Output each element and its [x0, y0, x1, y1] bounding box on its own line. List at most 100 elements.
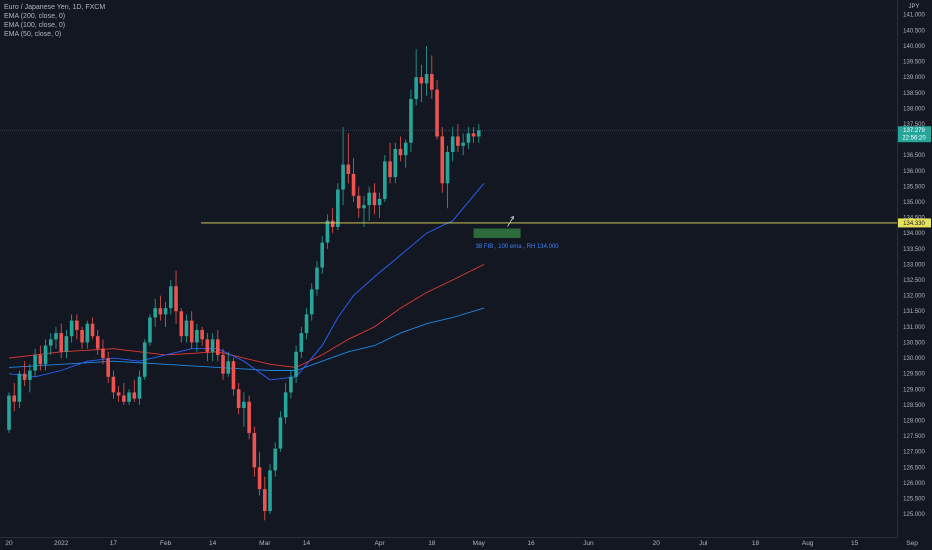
ema-50-line	[8, 183, 485, 381]
price-tick-label: 126.000	[903, 481, 925, 487]
symbol-title[interactable]: Euro / Japanese Yen, 1D, FXCM	[4, 4, 106, 11]
candle	[403, 139, 408, 168]
candle-body	[153, 308, 157, 318]
price-tick-label: 139.500	[903, 60, 925, 66]
price-tag-countdown: 22:56:20	[902, 136, 926, 142]
candle	[12, 383, 17, 412]
candle-body	[456, 136, 460, 146]
candle	[435, 80, 439, 140]
candle-body	[210, 339, 215, 352]
price-tick-label: 138.000	[903, 106, 925, 112]
candle-body	[195, 329, 199, 343]
candle-body	[304, 314, 309, 334]
candle	[28, 364, 32, 393]
time-tick-label: May	[473, 540, 486, 547]
candle-body	[80, 329, 84, 343]
price-tick-label: 141.000	[903, 13, 925, 19]
price-tick-label: 128.500	[903, 403, 925, 409]
candle	[356, 186, 361, 218]
candle-body	[38, 354, 43, 365]
candle-body	[351, 173, 356, 196]
price-tick-label: 136.500	[903, 153, 925, 159]
candle	[477, 123, 481, 143]
candle-body	[262, 489, 267, 511]
projection-arrowhead	[510, 215, 515, 220]
candle	[252, 426, 257, 477]
candle	[320, 236, 324, 274]
candle	[262, 476, 267, 521]
price-tick-label: 126.500	[903, 465, 925, 471]
candle-body	[158, 308, 163, 315]
ema-200-legend[interactable]: EMA (200, close, 0)	[4, 13, 66, 20]
candle	[163, 301, 168, 327]
candle	[299, 326, 304, 359]
candle	[367, 186, 371, 221]
projection-arrow	[507, 216, 514, 227]
candle-body	[367, 192, 371, 206]
candle	[393, 142, 398, 184]
ema-100-legend[interactable]: EMA (100, close, 0)	[4, 22, 66, 29]
candle-body	[236, 389, 241, 408]
candle	[148, 314, 152, 346]
candle	[247, 395, 251, 440]
candle	[424, 45, 429, 96]
candle	[195, 323, 199, 352]
candle	[210, 333, 215, 362]
candle-body	[268, 470, 272, 511]
candle	[64, 329, 69, 359]
candle-body	[336, 189, 340, 227]
candle-body	[403, 142, 408, 156]
candle-body	[116, 392, 121, 396]
candle-body	[174, 286, 178, 312]
candle	[471, 127, 476, 143]
time-tick-label: 14	[303, 540, 311, 547]
candle	[414, 49, 418, 106]
candle-body	[278, 417, 283, 449]
zone-annotation: 38 FIB , 100 ema , RH 134.000	[476, 244, 560, 250]
price-tick-label: 129.500	[903, 372, 925, 378]
price-tag-bg	[898, 126, 931, 143]
candle-body	[273, 448, 278, 471]
time-tick-label: Feb	[160, 540, 172, 547]
candle-body	[205, 339, 210, 352]
level-tag-text: 134.330	[903, 221, 925, 227]
candle	[236, 383, 241, 415]
candle-body	[148, 317, 152, 343]
price-tick-label: 125.500	[903, 497, 925, 503]
price-tick-label: 136.000	[903, 169, 925, 175]
time-tick-label: 2022	[54, 540, 69, 547]
candle-body	[22, 373, 27, 380]
candle	[48, 333, 53, 355]
candle-body	[48, 339, 53, 346]
candle	[221, 348, 225, 380]
ema-50-legend[interactable]: EMA (50, close, 0)	[4, 31, 62, 38]
candle	[372, 183, 377, 215]
candle	[273, 442, 278, 477]
candle-body	[69, 320, 74, 337]
candle-body	[461, 142, 465, 146]
candle-body	[101, 348, 105, 359]
candle-body	[299, 333, 304, 352]
candle-body	[189, 320, 194, 343]
candle-body	[419, 77, 424, 84]
candle-body	[33, 354, 37, 371]
candle-body	[59, 333, 63, 352]
candle	[132, 379, 137, 402]
candle	[304, 308, 309, 340]
candle-body	[377, 198, 382, 206]
price-tick-label: 133.500	[903, 247, 925, 253]
candle-body	[430, 74, 434, 90]
price-tick-label: 133.000	[903, 262, 925, 268]
candle	[69, 314, 74, 343]
price-tick-label: 130.500	[903, 340, 925, 346]
candle	[430, 55, 434, 100]
candle-body	[85, 323, 90, 343]
time-tick-label: Sep	[906, 540, 918, 547]
price-tick-label: 129.000	[903, 387, 925, 393]
candle	[330, 208, 335, 234]
candle	[440, 127, 445, 193]
candle	[383, 155, 387, 203]
candle-body	[435, 89, 439, 137]
time-tick-label: Apr	[375, 540, 386, 547]
